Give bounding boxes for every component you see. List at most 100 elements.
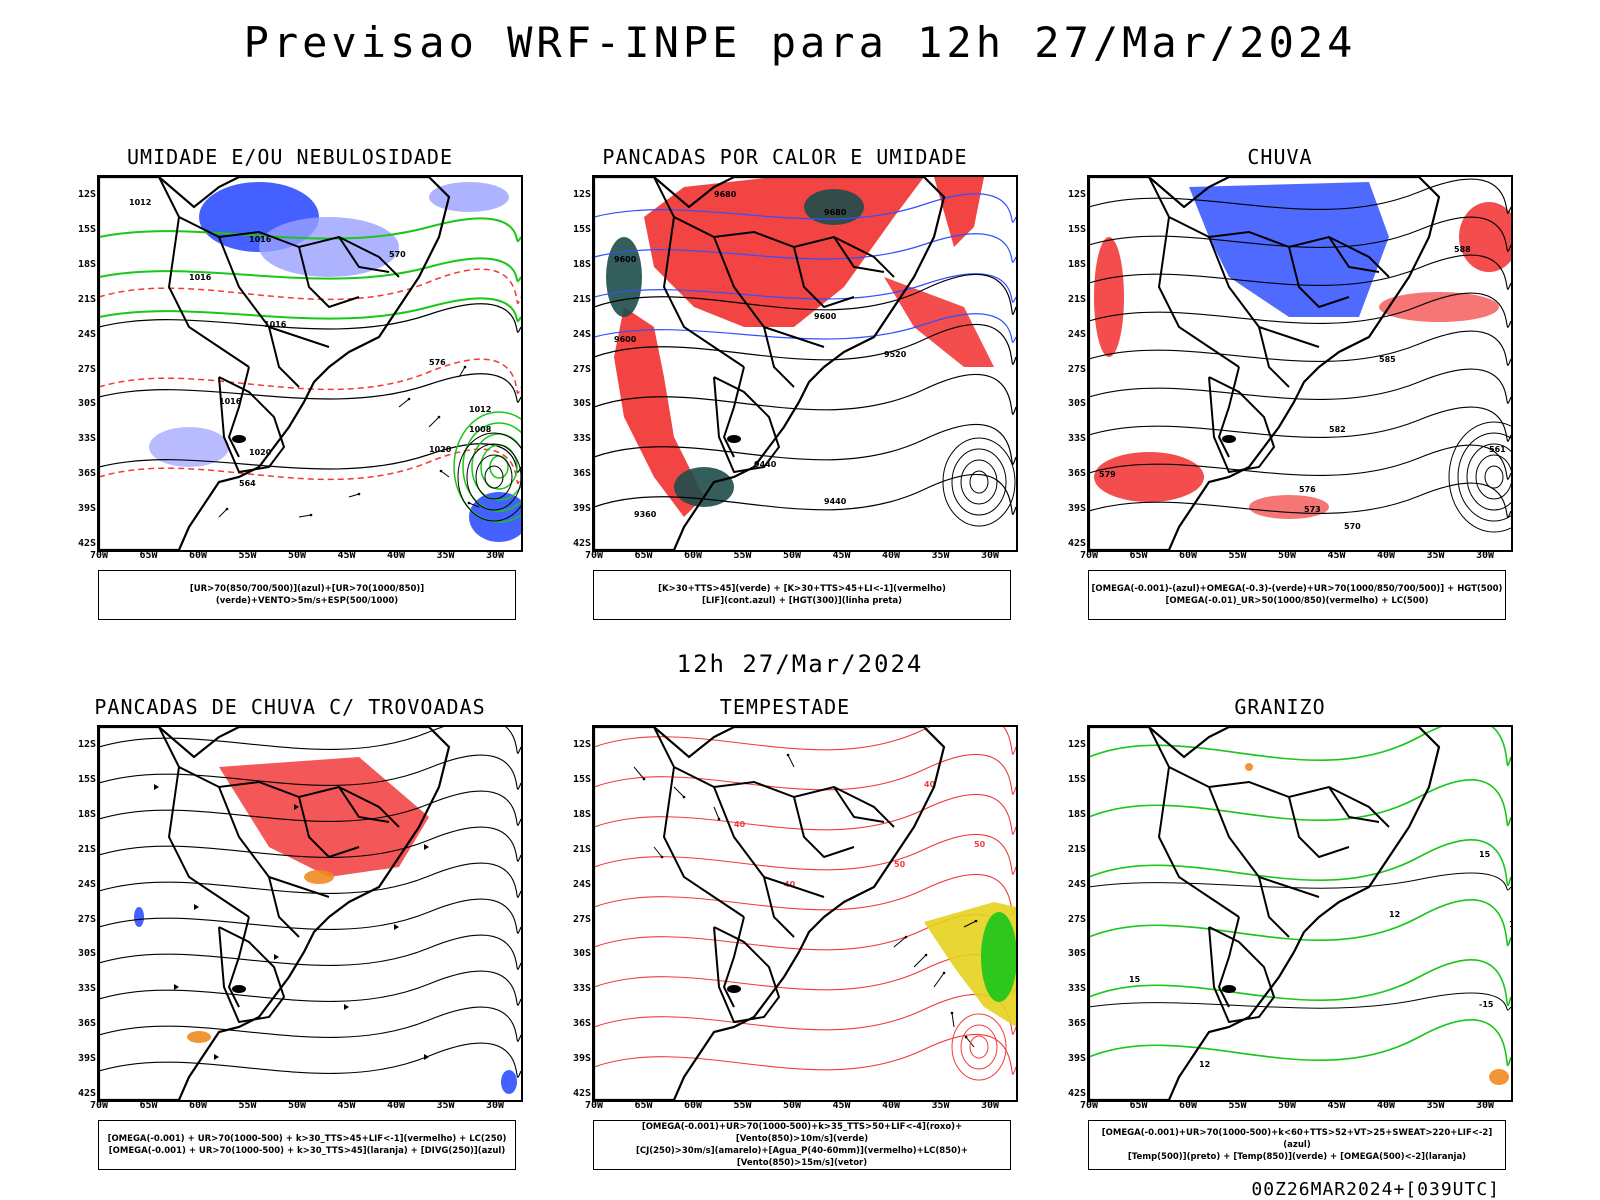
map-frame: 15 12 12 -15 12 15 <box>1087 725 1513 1102</box>
pressure-contour <box>99 373 521 403</box>
country-border <box>298 246 360 309</box>
strong-wind-area <box>981 912 1016 1002</box>
contour-label: 585 <box>1379 355 1396 364</box>
streamline-arrow <box>424 1054 429 1060</box>
vortex-contour <box>951 448 1007 516</box>
longitude-label: 45W <box>337 1100 356 1111</box>
streamline <box>99 790 521 826</box>
convection-area <box>884 277 994 367</box>
contour-label: 1008 <box>469 425 492 434</box>
wind-vector <box>787 754 795 768</box>
latitude-label: 21S <box>572 293 591 305</box>
latitude-label: 27S <box>77 363 96 375</box>
forecast-panel: TEMPESTADE 40 50 40 50 40 12S 15S 18S 21S 24S 27S 30… <box>535 695 1035 1175</box>
vortex-contour <box>484 465 504 489</box>
country-border <box>713 376 781 474</box>
latitude-label: 30S <box>1067 398 1086 410</box>
longitude-label: 55W <box>238 1100 257 1111</box>
longitude-label: 65W <box>139 1100 158 1111</box>
contour-label: 582 <box>1329 425 1346 434</box>
vortex-contour <box>969 1035 989 1059</box>
latitude-label: 18S <box>77 808 96 820</box>
vortex-contour <box>1484 465 1504 489</box>
longitude-label: 30W <box>1475 1100 1495 1111</box>
forecast-map: 588 585 582 579 576 573 570 561 <box>1089 177 1511 550</box>
convection-area <box>614 307 704 517</box>
contour-label: 40 <box>924 780 936 789</box>
contour-label: 573 <box>1304 505 1321 514</box>
latitude-label: 18S <box>572 258 591 270</box>
country-border <box>1148 177 1390 278</box>
geopotential-contour <box>1089 406 1511 442</box>
lifted-index-contour <box>594 313 1016 343</box>
longitude-label: 55W <box>733 550 752 561</box>
coastline <box>99 177 451 550</box>
legend-line: [UR>70(850/700/500)](azul)+[UR>70(1000/8… <box>189 584 425 606</box>
omega-area <box>1245 763 1253 771</box>
longitude-label: 45W <box>832 550 851 561</box>
precipitable-water-contour <box>594 834 1016 875</box>
contour-label: 40 <box>784 880 796 889</box>
latitude-label: 33S <box>77 433 96 445</box>
longitude-label: 60W <box>1178 550 1198 561</box>
wind-vector-head <box>942 971 946 975</box>
geopotential-contour <box>1089 216 1511 252</box>
vortex-contour <box>969 470 989 494</box>
severe-area <box>187 1031 211 1043</box>
latitude-label: 42S <box>77 538 96 549</box>
vortex-contour <box>1448 421 1511 533</box>
longitude-label: 65W <box>1129 550 1148 561</box>
latitude-label: 27S <box>1067 913 1086 925</box>
geopotential-contour <box>594 374 1016 415</box>
legend-box: [OMEGA(-0.001) + UR>70(1000-500) + k>30_… <box>98 1120 516 1170</box>
country-border <box>662 216 745 368</box>
streamline <box>99 1042 521 1078</box>
country-border <box>1148 727 1390 828</box>
country-border <box>793 246 855 309</box>
legend-line: [CJ(250)>30m/s](amarelo)+[Agua_P(40-60mm… <box>635 1146 969 1168</box>
contour-label: 1020 <box>429 445 452 454</box>
country-border <box>1328 786 1380 823</box>
longitude-label: 50W <box>1277 1100 1297 1111</box>
geopotential-contour <box>1089 330 1511 366</box>
country-border <box>1288 796 1350 859</box>
wind-vector <box>218 508 228 518</box>
latitude-label: 39S <box>1067 1053 1086 1065</box>
legend-line: [K>30+TTS>45](verde) + [K>30+TTS>45+LI<-… <box>658 584 946 594</box>
longitude-label: 40W <box>881 1100 901 1111</box>
legend-box: [UR>70(850/700/500)](azul)+[UR>70(1000/8… <box>98 570 516 620</box>
forecast-map: 1012 1016 1016 1016 1016 1020 1020 1012 1008 570 5… <box>99 177 521 550</box>
legend-line: [OMEGA(-0.001) + UR>70(1000-500) + k>30_… <box>108 1146 506 1156</box>
longitude-label: 35W <box>931 550 950 561</box>
map-frame <box>97 725 523 1102</box>
longitude-label: 60W <box>683 550 703 561</box>
wind-vector <box>965 1036 975 1048</box>
coastline <box>1089 727 1441 1100</box>
lake <box>727 435 741 443</box>
temperature-850-contour <box>1089 727 1511 767</box>
country-border <box>653 727 895 828</box>
vortex-contour <box>453 411 521 523</box>
longitude-label: 65W <box>139 550 158 561</box>
country-border <box>713 926 781 1024</box>
streamline <box>99 970 521 1006</box>
panel-title: PANCADAS DE CHUVA C/ TROVOADAS <box>94 695 486 719</box>
divergence-area <box>501 1070 517 1094</box>
wind-vector-head <box>786 753 790 757</box>
latitude-label: 36S <box>77 468 96 480</box>
country-border <box>662 766 745 918</box>
omega-area <box>1489 1069 1509 1085</box>
country-border <box>218 376 286 474</box>
wind-vector <box>933 972 945 988</box>
longitude-label: 70W <box>584 550 604 561</box>
temperature-500-contour <box>1089 992 1511 1011</box>
latitude-label: 12S <box>1067 189 1086 200</box>
geopotential-contour <box>1089 254 1511 290</box>
latitude-label: 27S <box>77 913 96 925</box>
longitude-label: 35W <box>1426 550 1445 561</box>
wind-vector <box>298 514 312 518</box>
wind-vector-head <box>950 1011 954 1015</box>
latitude-label: 15S <box>572 223 591 235</box>
country-border <box>268 876 300 938</box>
streamline <box>99 898 521 934</box>
